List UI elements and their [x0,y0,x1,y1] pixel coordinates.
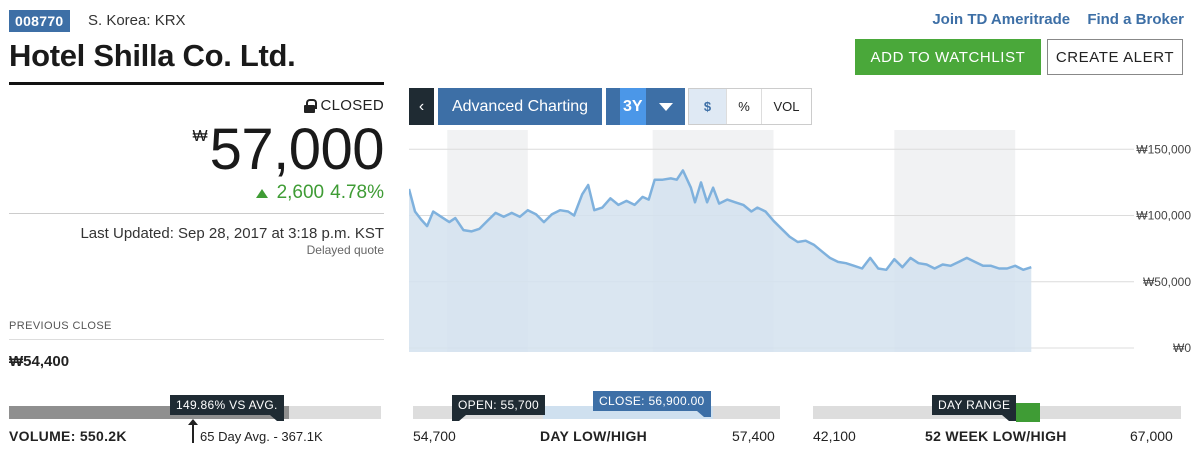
52-week-high: 67,000 [1130,428,1173,444]
top-links: Join TD Ameritrade Find a Broker [919,11,1184,28]
volume-label: VOLUME: 550.2K [9,428,127,444]
create-alert-button[interactable]: CREATE ALERT [1047,39,1183,75]
range-value: 3Y [620,88,646,125]
ticker-badge: 008770 [9,10,70,32]
price: ₩ 57,000 [192,118,384,182]
price-change: 2,600 4.78% [255,182,384,204]
price-value: 57,000 [209,117,385,182]
y-tick-label: ₩100,000 [1136,209,1191,223]
delayed-note: Delayed quote [306,243,384,257]
day-high: 57,400 [732,428,775,444]
divider [9,213,384,214]
day-range-tag: DAY RANGE [932,395,1017,421]
market-status-label: CLOSED [320,97,384,114]
toggle-percent[interactable]: % [727,89,762,124]
avg-volume-label: 65 Day Avg. - 367.1K [200,429,323,444]
52-week-range-fill [1016,403,1040,422]
chart-area [409,170,1032,352]
52-week-range-label: 52 WEEK LOW/HIGH [925,428,1067,444]
y-tick-label: ₩50,000 [1143,275,1191,289]
currency-symbol: ₩ [192,128,208,145]
last-updated: Last Updated: Sep 28, 2017 at 3:18 p.m. … [80,225,384,242]
lock-icon [303,98,317,113]
toggle-volume[interactable]: VOL [773,99,800,114]
market-status: CLOSED [303,97,385,114]
previous-close-value: ₩54,400 [9,353,70,370]
join-broker-link[interactable]: Join TD Ameritrade [932,11,1071,28]
day-range-label: DAY LOW/HIGH [540,428,648,444]
close-tag: CLOSE: 56,900.00 [593,391,711,417]
advanced-charting-button[interactable]: Advanced Charting [438,88,602,125]
previous-close-label: PREVIOUS CLOSE [9,320,112,332]
toggle-dollar[interactable]: $ [689,89,727,124]
y-tick-label: ₩150,000 [1136,142,1191,156]
divider [9,82,384,85]
chart-mode-toggle: $ % VOL [688,88,812,125]
range-select[interactable]: 3Y [606,88,685,125]
divider [9,339,384,340]
day-low: 54,700 [413,428,456,444]
find-broker-link[interactable]: Find a Broker [1087,11,1184,28]
y-tick-label: ₩0 [1173,341,1191,352]
exchange-label: S. Korea: KRX [88,12,186,29]
open-tag: OPEN: 55,700 [452,395,545,421]
volume-vs-avg-tag: 149.86% VS AVG. [170,395,284,421]
collapse-chart-button[interactable]: ‹ [409,88,434,125]
price-chart[interactable]: ₩150,000₩100,000₩50,000₩0Jan 15Jul 15Jan… [409,130,1193,352]
add-to-watchlist-button[interactable]: ADD TO WATCHLIST [855,39,1041,75]
change-value: 2,600 [276,182,325,203]
company-name: Hotel Shilla Co. Ltd. [9,38,296,73]
chevron-down-icon [659,103,673,111]
change-percent: 4.78% [330,182,384,203]
52-week-low: 42,100 [813,428,856,444]
up-arrow-icon [255,188,268,198]
avg-volume-marker [188,419,198,443]
chart-series-line [409,169,1032,272]
